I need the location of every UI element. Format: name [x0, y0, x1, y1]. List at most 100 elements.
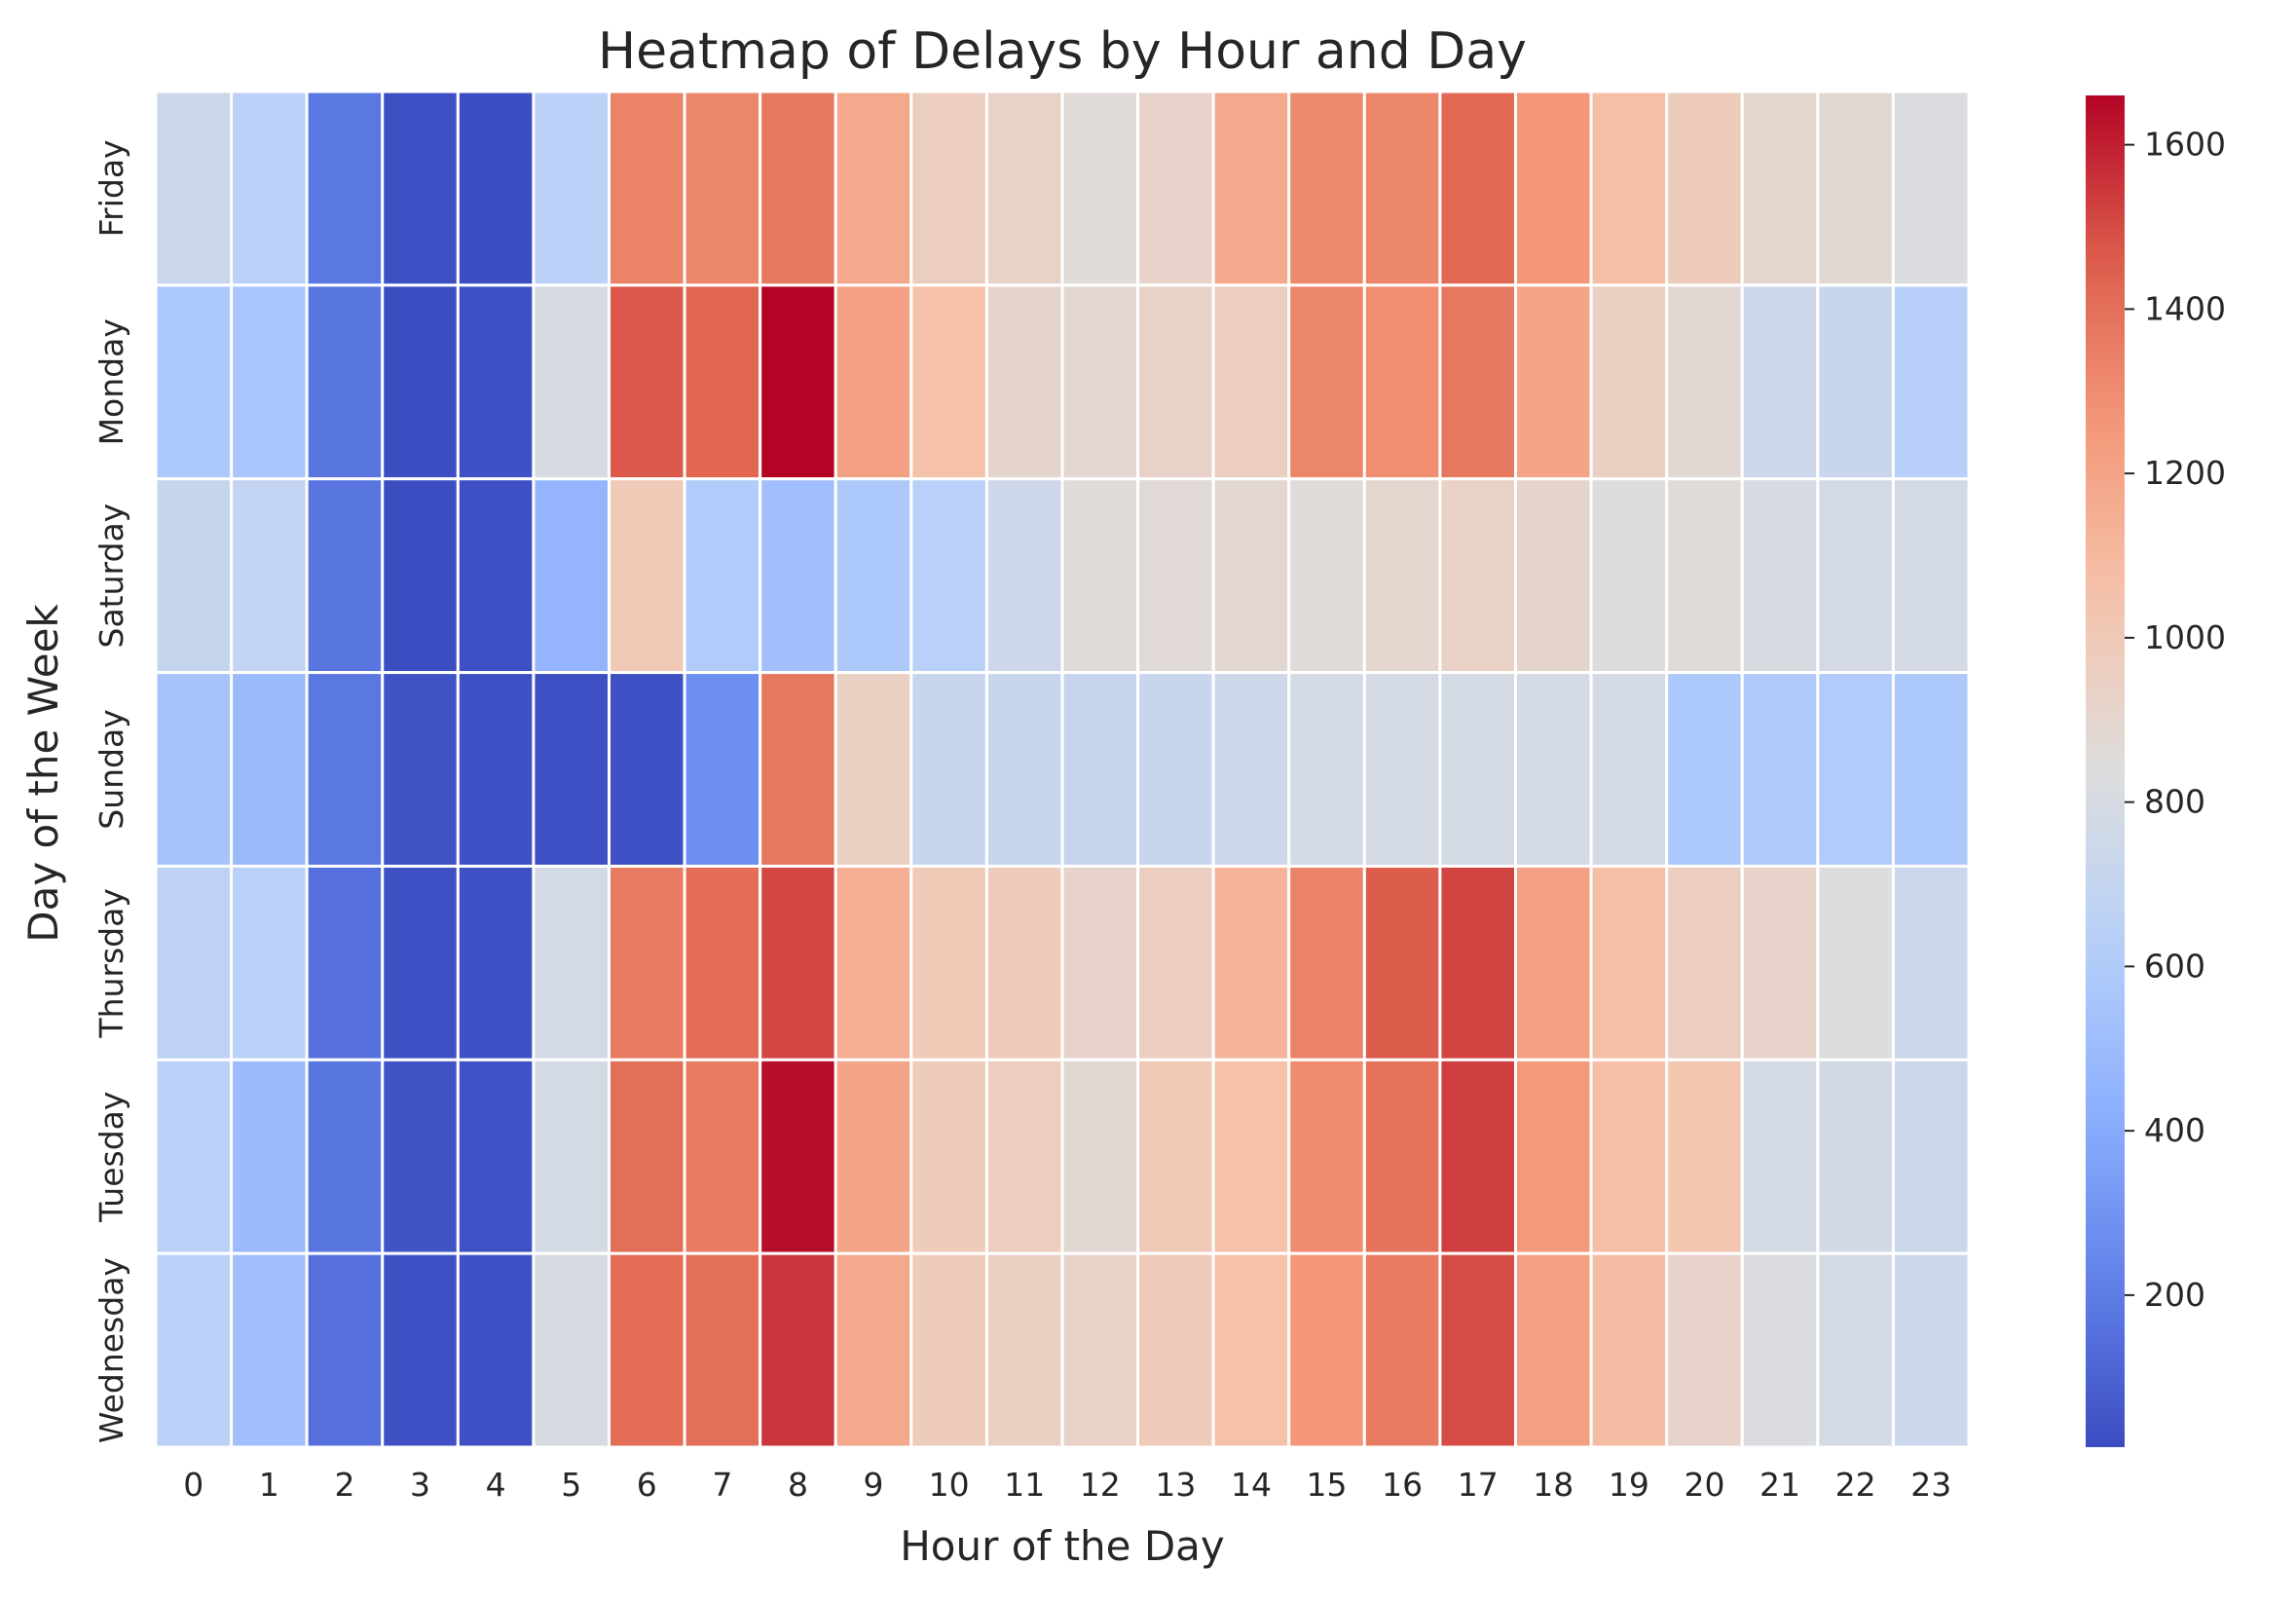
heatmap-cell-saturday-4: [456, 477, 536, 675]
heatmap-cell-friday-11: [984, 90, 1064, 287]
x-tick-label: 18: [1533, 1466, 1574, 1504]
heatmap-cell-wednesday-8: [759, 1251, 837, 1449]
heatmap-cell-monday-13: [1136, 283, 1215, 481]
heatmap-cell-thursday-11: [984, 864, 1064, 1062]
x-tick-label: 10: [929, 1466, 970, 1504]
heatmap-cell-monday-18: [1514, 283, 1593, 481]
heatmap-cell-saturday-5: [532, 477, 611, 675]
heatmap-cell-friday-21: [1740, 90, 1820, 287]
heatmap-cell-monday-4: [456, 283, 536, 481]
heatmap-cell-sunday-21: [1740, 671, 1820, 868]
heatmap-cell-thursday-22: [1816, 864, 1895, 1062]
heatmap-cell-friday-13: [1136, 90, 1215, 287]
heatmap-cell-saturday-11: [984, 477, 1064, 675]
colorbar-tick-label: 1000: [2144, 618, 2226, 656]
x-tick-label: 6: [637, 1466, 657, 1504]
heatmap-cell-friday-12: [1060, 90, 1140, 287]
x-tick-label: 4: [486, 1466, 506, 1504]
heatmap-cell-monday-1: [230, 283, 309, 481]
heatmap-cell-wednesday-16: [1362, 1251, 1442, 1449]
colorbar-tick-label: 600: [2144, 947, 2205, 985]
colorbar-tick-label: 400: [2144, 1111, 2205, 1149]
x-tick-label: 3: [410, 1466, 430, 1504]
heatmap-cell-sunday-6: [608, 671, 686, 868]
heatmap-cell-wednesday-17: [1438, 1251, 1517, 1449]
heatmap-cell-thursday-16: [1362, 864, 1442, 1062]
heatmap-cell-monday-7: [683, 283, 762, 481]
heatmap-cell-friday-3: [381, 90, 460, 287]
x-tick-label: 1: [259, 1466, 279, 1504]
heatmap-cell-wednesday-1: [230, 1251, 309, 1449]
heatmap-cell-saturday-10: [909, 477, 988, 675]
heatmap-cell-tuesday-5: [532, 1058, 611, 1255]
heatmap-cell-tuesday-20: [1665, 1058, 1744, 1255]
heatmap-cell-friday-8: [759, 90, 837, 287]
heatmap-cell-friday-2: [305, 90, 385, 287]
heatmap-cell-friday-22: [1816, 90, 1895, 287]
heatmap-cell-tuesday-15: [1287, 1058, 1366, 1255]
heatmap-cell-friday-7: [683, 90, 762, 287]
heatmap-cell-saturday-14: [1211, 477, 1291, 675]
heatmap-cell-wednesday-6: [608, 1251, 686, 1449]
heatmap-cell-tuesday-16: [1362, 1058, 1442, 1255]
x-tick-label: 21: [1759, 1466, 1800, 1504]
heatmap-cell-saturday-18: [1514, 477, 1593, 675]
heatmap-cell-tuesday-19: [1589, 1058, 1669, 1255]
heatmap-cell-sunday-1: [230, 671, 309, 868]
heatmap-cell-monday-23: [1891, 283, 1971, 481]
heatmap-cell-saturday-8: [759, 477, 837, 675]
heatmap-cell-thursday-15: [1287, 864, 1366, 1062]
heatmap-cell-monday-22: [1816, 283, 1895, 481]
x-tick-label: 12: [1080, 1466, 1121, 1504]
heatmap-cell-tuesday-22: [1816, 1058, 1895, 1255]
y-tick-label: Wednesday: [93, 1257, 130, 1443]
y-tick-label: Thursday: [93, 888, 130, 1038]
heatmap-cell-tuesday-7: [683, 1058, 762, 1255]
heatmap-cell-monday-21: [1740, 283, 1820, 481]
heatmap-cell-tuesday-18: [1514, 1058, 1593, 1255]
heatmap-cell-wednesday-20: [1665, 1251, 1744, 1449]
heatmap-cell-sunday-3: [381, 671, 460, 868]
heatmap-cell-tuesday-12: [1060, 1058, 1140, 1255]
y-tick-labels: Friday Monday Saturday Sunday Thursday Tuesda…: [93, 139, 130, 1443]
heatmap-cell-tuesday-8: [759, 1058, 837, 1255]
heatmap-cell-wednesday-5: [532, 1251, 611, 1449]
heatmap-cell-tuesday-9: [833, 1058, 913, 1255]
heatmap-cell-wednesday-18: [1514, 1251, 1593, 1449]
heatmap-cell-tuesday-10: [909, 1058, 988, 1255]
heatmap-cell-thursday-14: [1211, 864, 1291, 1062]
heatmap-cell-friday-14: [1211, 90, 1291, 287]
heatmap-cell-wednesday-3: [381, 1251, 460, 1449]
heatmap-cell-saturday-12: [1060, 477, 1140, 675]
heatmap-cell-saturday-13: [1136, 477, 1215, 675]
heatmap-cell-monday-5: [532, 283, 611, 481]
heatmap-cell-tuesday-6: [608, 1058, 686, 1255]
heatmap-cell-friday-6: [608, 90, 686, 287]
y-tick-label: Sunday: [93, 709, 130, 829]
heatmap-cell-friday-0: [154, 90, 234, 287]
heatmap-cell-thursday-9: [833, 864, 913, 1062]
x-tick-labels: 0 1 2 3 4 5 6 7 8 9 10 11 12 13 14 15 16 17 18 19 20 21 22 23: [183, 1466, 1951, 1504]
x-tick-label: 22: [1835, 1466, 1876, 1504]
heatmap-cell-saturday-0: [154, 477, 234, 675]
heatmap-cell-tuesday-4: [456, 1058, 536, 1255]
heatmap-cell-tuesday-1: [230, 1058, 309, 1255]
colorbar-ticks: 200 400 600 800 1000 1200 1400 1600: [2125, 126, 2226, 1314]
heatmap-cell-monday-9: [833, 283, 913, 481]
heatmap-cell-sunday-15: [1287, 671, 1366, 868]
heatmap-cell-monday-17: [1438, 283, 1517, 481]
heatmap-cell-saturday-15: [1287, 477, 1366, 675]
heatmap-cell-saturday-3: [381, 477, 460, 675]
heatmap-cell-saturday-20: [1665, 477, 1744, 675]
x-tick-label: 8: [788, 1466, 808, 1504]
heatmap-cell-monday-2: [305, 283, 385, 481]
heatmap-cell-sunday-18: [1514, 671, 1593, 868]
colorbar-tick-label: 800: [2144, 783, 2205, 821]
heatmap-cell-saturday-2: [305, 477, 385, 675]
heatmap-cell-wednesday-11: [984, 1251, 1064, 1449]
heatmap-cell-tuesday-17: [1438, 1058, 1517, 1255]
heatmap-cell-thursday-21: [1740, 864, 1820, 1062]
heatmap-cell-thursday-3: [381, 864, 460, 1062]
heatmap-cell-wednesday-19: [1589, 1251, 1669, 1449]
